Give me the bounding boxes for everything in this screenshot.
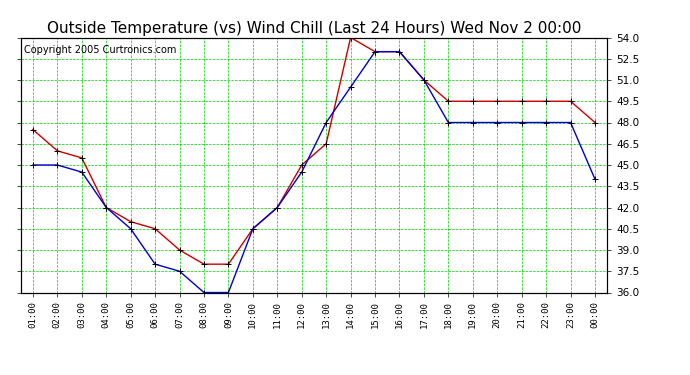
Title: Outside Temperature (vs) Wind Chill (Last 24 Hours) Wed Nov 2 00:00: Outside Temperature (vs) Wind Chill (Las… — [47, 21, 581, 36]
Text: Copyright 2005 Curtronics.com: Copyright 2005 Curtronics.com — [23, 45, 176, 55]
